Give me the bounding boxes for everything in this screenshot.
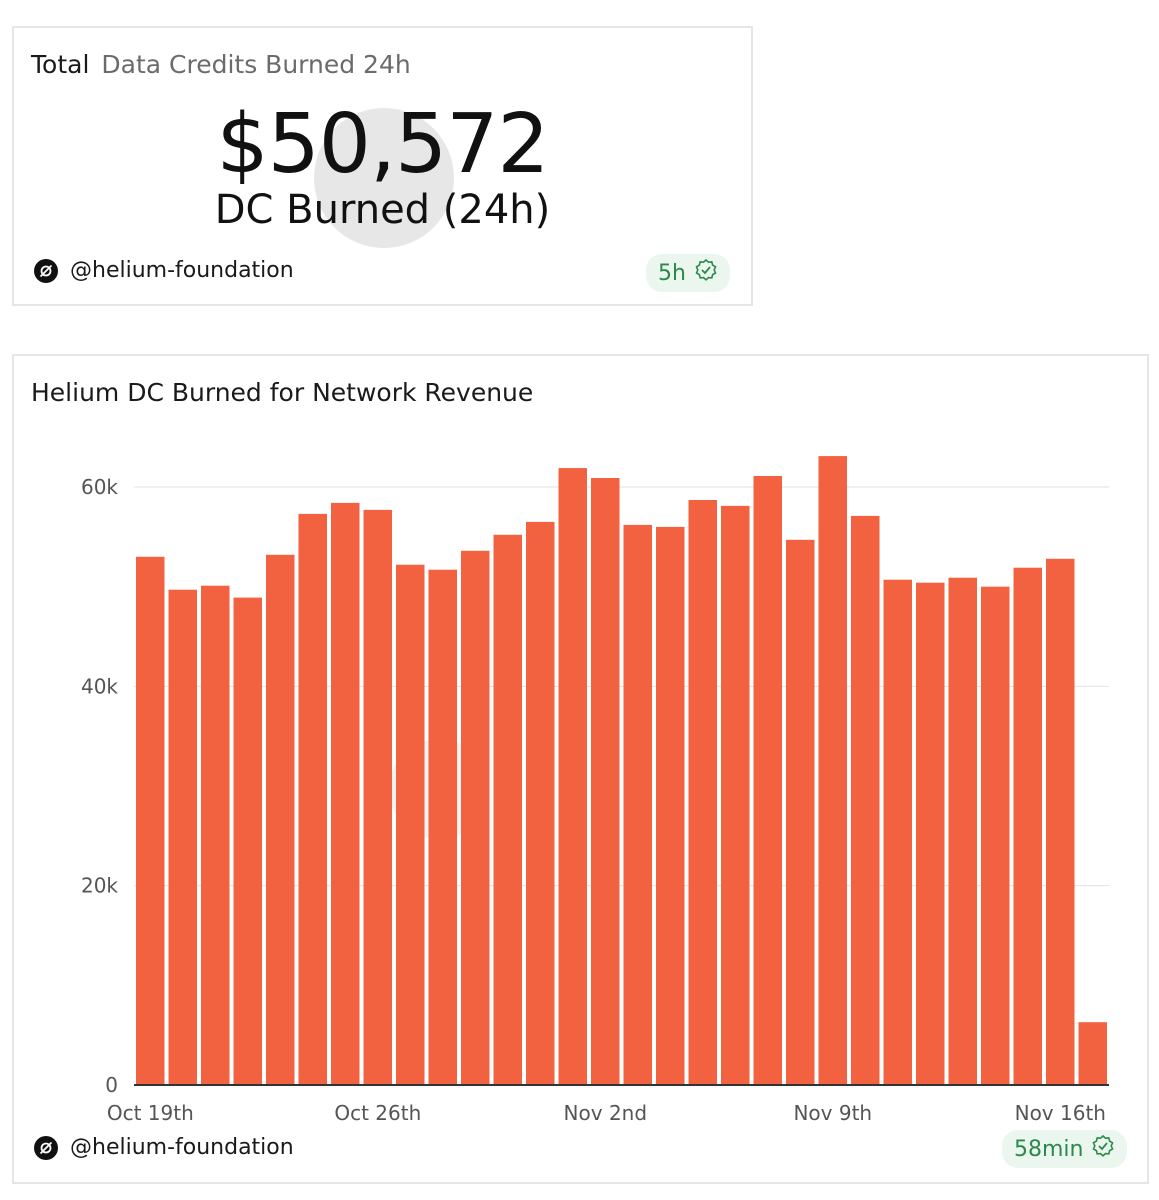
- y-tick-label: 0: [105, 1073, 118, 1097]
- x-tick-label: Nov 9th: [793, 1101, 872, 1125]
- verified-check-icon: [694, 258, 718, 288]
- bar[interactable]: [818, 456, 848, 1086]
- y-tick-label: 40k: [81, 674, 118, 698]
- counter-freshness-text: 5h: [658, 260, 686, 286]
- dune-watermark-icon: [314, 108, 454, 248]
- counter-header-primary: Total: [31, 50, 90, 79]
- bar[interactable]: [558, 468, 588, 1086]
- chart-owner-handle: @helium-foundation: [70, 1135, 294, 1160]
- x-tick-label: Nov 2nd: [564, 1101, 648, 1125]
- bar[interactable]: [1078, 1022, 1108, 1085]
- x-tick-label: Nov 16th: [1015, 1101, 1106, 1125]
- bar[interactable]: [493, 534, 523, 1085]
- y-tick-label: 20k: [81, 874, 118, 898]
- counter-label: DC Burned (24h): [214, 187, 551, 233]
- verified-check-icon: [1091, 1134, 1115, 1164]
- bar[interactable]: [363, 509, 393, 1085]
- bar[interactable]: [591, 478, 620, 1085]
- bar[interactable]: [428, 569, 458, 1085]
- counter-card: Total Data Credits Burned 24h $50,572 DC …: [12, 26, 753, 306]
- x-tick-label: Oct 19th: [107, 1101, 194, 1125]
- chart-card: Helium DC Burned for Network Revenue 0 20…: [12, 354, 1149, 1184]
- counter-owner[interactable]: @helium-foundation: [34, 258, 294, 283]
- counter-header-secondary: Data Credits Burned 24h: [101, 50, 411, 79]
- bar[interactable]: [721, 505, 750, 1085]
- counter-owner-handle: @helium-foundation: [70, 258, 294, 283]
- bar[interactable]: [883, 579, 913, 1085]
- chart-freshness-text: 58min: [1014, 1136, 1084, 1162]
- counter-header: Total Data Credits Burned 24h: [31, 50, 411, 79]
- y-tick-labels: 0 20k 40k 60k: [81, 475, 118, 1097]
- bar[interactable]: [396, 564, 425, 1085]
- bar[interactable]: [526, 521, 555, 1085]
- bar[interactable]: [136, 556, 165, 1085]
- bar[interactable]: [753, 476, 783, 1085]
- chart-title: Helium DC Burned for Network Revenue: [31, 378, 534, 407]
- bar[interactable]: [331, 502, 360, 1085]
- helium-logo-icon: [34, 1135, 58, 1160]
- bar[interactable]: [233, 597, 263, 1085]
- chart-freshness-badge: 58min: [1002, 1130, 1128, 1168]
- bar[interactable]: [948, 577, 978, 1085]
- bar[interactable]: [786, 539, 815, 1085]
- helium-logo-icon: [34, 258, 58, 283]
- x-tick-labels: Oct 19th Oct 26th Nov 2nd Nov 9th Nov 16th: [107, 1101, 1106, 1125]
- bar[interactable]: [916, 582, 945, 1085]
- x-tick-label: Oct 26th: [334, 1101, 421, 1125]
- counter-freshness-badge: 5h: [646, 254, 730, 292]
- bar[interactable]: [201, 585, 230, 1085]
- chart-owner[interactable]: @helium-foundation: [34, 1135, 294, 1160]
- bar[interactable]: [851, 515, 880, 1085]
- bar[interactable]: [1013, 567, 1043, 1085]
- grid-lines: [134, 486, 1109, 887]
- counter-body: $50,572 DC Burned (24h): [14, 100, 751, 234]
- counter-value: $50,572: [216, 97, 549, 192]
- bar[interactable]: [688, 500, 718, 1085]
- bar[interactable]: [1046, 558, 1075, 1085]
- bar[interactable]: [623, 524, 653, 1085]
- bar-chart: 0 20k 40k 60k Oct 19th Oct 26th Nov 2nd Nov 9t…: [81, 456, 1109, 1125]
- y-tick-label: 60k: [81, 475, 118, 499]
- bar[interactable]: [168, 589, 198, 1085]
- bar[interactable]: [298, 513, 328, 1085]
- bar[interactable]: [656, 526, 685, 1085]
- bar[interactable]: [981, 586, 1010, 1085]
- bar[interactable]: [266, 554, 295, 1085]
- bars: [136, 456, 1108, 1086]
- bar[interactable]: [461, 550, 490, 1085]
